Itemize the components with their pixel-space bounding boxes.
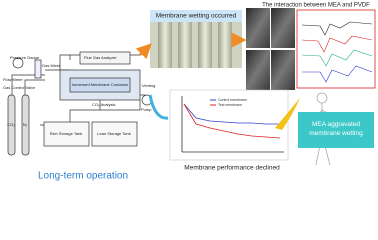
label: Flow Meter	[3, 77, 23, 82]
label: Flue Gas Analyzer	[84, 55, 117, 60]
label: CO₂	[7, 122, 15, 127]
label: Pump	[141, 107, 152, 112]
schematic	[7, 51, 153, 156]
membrane-fibers	[158, 18, 232, 68]
title: The interaction between MEA and PVDF	[262, 3, 370, 9]
operation-label: Long-term operation	[38, 171, 128, 182]
arrows	[135, 32, 247, 60]
sem-images	[246, 8, 295, 90]
chart-legend: Control membrane Test membrane	[210, 98, 247, 107]
arrow	[148, 94, 169, 120]
label: Venting	[142, 83, 155, 88]
arrow	[275, 98, 300, 130]
legend-entry: Control membrane	[218, 98, 247, 102]
label: Pressure Gauge	[10, 55, 40, 60]
page: {"header":{"title":"The interaction betw…	[3, 2, 376, 182]
graphical-abstract: Pressure Gauge Flow Meter Gas Control Va…	[3, 3, 376, 182]
wetting-label: Membrane wetting occurred	[156, 13, 237, 20]
performance-chart	[169, 89, 289, 161]
schematic-labels: Pressure Gauge Flow Meter Gas Control Va…	[3, 55, 155, 136]
legend-entry: Test membrane	[218, 103, 242, 107]
label: Gas Mixer	[42, 63, 61, 68]
performance-label: Membrane performance declined	[184, 165, 280, 172]
label: Immersed Membrane Contactor	[72, 82, 129, 87]
label: Gas Control Valve	[3, 85, 36, 90]
spectra-box	[296, 9, 376, 89]
label: Rich Storage Tank	[50, 131, 83, 136]
wetting-header	[150, 10, 242, 22]
label: N₂	[23, 122, 28, 127]
conclusion-box	[298, 112, 374, 148]
chart-lines	[181, 96, 284, 153]
label: CO₂ Analysis	[92, 102, 115, 107]
spectra	[301, 21, 373, 83]
label: Lean Storage Tank	[97, 131, 131, 136]
conclusion-label: MEA aggravated membrane wetting	[309, 121, 363, 137]
